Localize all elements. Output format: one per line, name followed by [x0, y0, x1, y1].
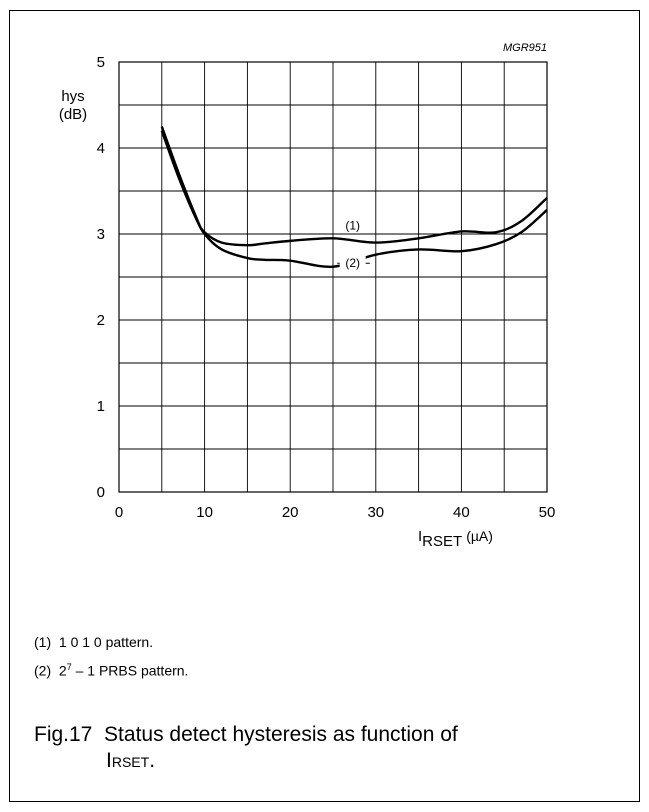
caption-line-2: IRSET. — [106, 749, 155, 773]
footnote-1-num: (1) — [34, 634, 52, 650]
caption-text: Status detect hysteresis as function of — [104, 723, 458, 746]
caption-sub: RSET — [111, 754, 150, 770]
y-tick-label: 3 — [97, 226, 105, 243]
chart-series: (1) (2) — [160, 126, 548, 272]
caption-label: Fig.17 — [34, 723, 93, 746]
figure-frame — [9, 10, 640, 802]
y-tick-label: 5 — [97, 54, 105, 71]
caption-line-1: Fig.17 Status detect hysteresis as funct… — [34, 723, 458, 747]
x-axis-label: IRSET (µA) — [418, 528, 493, 550]
footnote-1: (1) 1 0 1 0 pattern. — [34, 634, 153, 650]
series-1-label-bg — [339, 216, 366, 233]
series-2-line — [160, 126, 548, 268]
x-tick-label: 10 — [196, 504, 213, 521]
figure-code: MGR951 — [503, 42, 547, 54]
footnote-2-text: – 1 PRBS pattern. — [71, 662, 189, 679]
y-axis-label: hys — [61, 88, 84, 105]
y-tick-label: 1 — [97, 398, 105, 415]
y-tick-label: 4 — [97, 140, 105, 157]
series-2-label-bg — [339, 255, 366, 272]
footnote-2-num: (2) — [34, 662, 52, 679]
footnote-2: (2) 27 – 1 PRBS pattern. — [34, 662, 188, 679]
y-tick-label: 0 — [97, 484, 105, 501]
tick-labels: 0 10 20 30 40 50 0 1 2 3 4 5 — [97, 54, 556, 521]
x-axis-label-sub: RSET — [422, 533, 462, 550]
chart-grid — [118, 61, 548, 493]
footnote-2-exp: 7 — [66, 662, 72, 672]
x-axis-label-unit: (µA) — [466, 528, 493, 544]
x-tick-label: 0 — [115, 504, 123, 521]
x-tick-label: 20 — [282, 504, 299, 521]
series-1-label: (1) — [345, 218, 360, 232]
footnote-2-base: 2 — [58, 662, 67, 679]
y-axis-unit: (dB) — [59, 106, 87, 123]
x-axis-label-main: I — [418, 528, 422, 545]
x-tick-label: 40 — [453, 504, 470, 521]
caption-end: . — [149, 749, 156, 772]
footnote-1-text: 1 0 1 0 pattern. — [58, 634, 154, 650]
series-2-label: (2) — [345, 256, 360, 270]
y-tick-label: 2 — [97, 312, 105, 329]
x-tick-label: 30 — [367, 504, 384, 521]
caption-i: I — [106, 749, 112, 772]
plot-border — [118, 61, 548, 493]
x-tick-label: 50 — [539, 504, 556, 521]
